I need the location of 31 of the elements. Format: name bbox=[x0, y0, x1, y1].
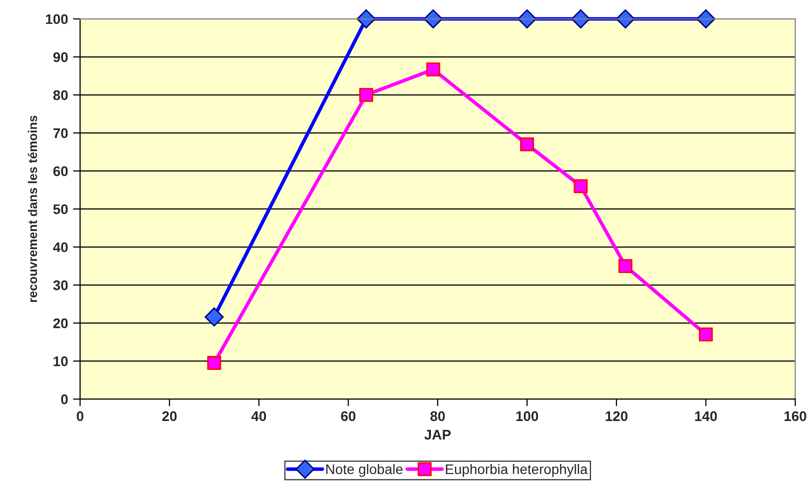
x-tick-label: 20 bbox=[162, 411, 177, 422]
point bbox=[574, 179, 588, 194]
point bbox=[359, 88, 374, 102]
x-tick-label: 140 bbox=[695, 411, 717, 422]
y-tick-label: 90 bbox=[53, 52, 68, 62]
y-tick-label: 100 bbox=[46, 14, 68, 24]
y-tick-label: 80 bbox=[53, 90, 68, 100]
point bbox=[520, 137, 534, 152]
x-tick-label: 160 bbox=[784, 411, 806, 422]
y-axis-title: recouvrement dans les témoins bbox=[28, 116, 38, 302]
point bbox=[207, 356, 222, 370]
point bbox=[426, 62, 440, 76]
y-tick-label: 30 bbox=[53, 280, 68, 290]
y-tick-label: 70 bbox=[53, 128, 68, 138]
y-tick-label: 50 bbox=[53, 204, 68, 214]
x-tick-label: 60 bbox=[341, 411, 356, 422]
y-tick-label: 20 bbox=[53, 318, 68, 328]
x-axis-title: JAP bbox=[424, 430, 451, 440]
y-tick-label: 0 bbox=[61, 394, 68, 404]
x-tick-label: 0 bbox=[76, 411, 84, 422]
x-tick-label: 100 bbox=[516, 411, 538, 422]
y-tick-label: 60 bbox=[53, 166, 68, 176]
legend-label: Note globale bbox=[326, 464, 403, 477]
point bbox=[618, 259, 632, 273]
y-tick-label: 40 bbox=[53, 242, 68, 252]
x-tick-label: 80 bbox=[430, 411, 445, 422]
point bbox=[698, 328, 713, 342]
y-tick-label: 10 bbox=[54, 356, 68, 366]
x-tick-label: 40 bbox=[251, 411, 266, 422]
legend-label: Euphorbia heterophylla bbox=[446, 464, 588, 477]
x-tick-label: 120 bbox=[606, 411, 628, 422]
